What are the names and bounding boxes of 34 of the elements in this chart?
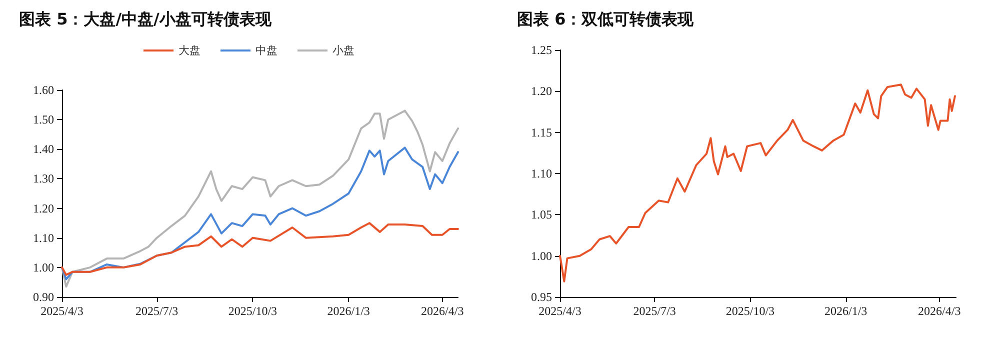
chart-title: 图表 5：大盘/中盘/小盘可转债表现 — [19, 10, 272, 28]
x-tick-label: 2025/7/3 — [135, 304, 178, 318]
y-tick-label: 1.00 — [33, 260, 54, 274]
x-tick-label: 2025/7/3 — [633, 304, 676, 318]
x-tick-label: 2025/10/3 — [228, 304, 278, 318]
x-tick-label: 2026/4/3 — [918, 304, 961, 318]
y-tick-label: 1.25 — [531, 43, 552, 57]
y-tick-label: 1.30 — [33, 172, 54, 186]
chart-title: 图表 6：双低可转债表现 — [517, 10, 695, 28]
x-tick-label: 2025/10/3 — [726, 304, 775, 318]
legend-label: 大盘 — [178, 44, 200, 57]
line-series — [61, 110, 459, 288]
y-tick-label: 1.00 — [531, 248, 552, 263]
y-tick-label: 1.10 — [33, 230, 54, 245]
y-tick-label: 1.20 — [33, 201, 54, 216]
x-tick-label: 2025/4/3 — [538, 304, 582, 318]
y-tick-label: 1.50 — [33, 112, 54, 127]
x-tick-label: 2026/4/3 — [421, 304, 464, 318]
y-tick-label: 0.95 — [531, 290, 552, 304]
legend-label: 中盘 — [256, 44, 278, 57]
y-tick-label: 1.10 — [531, 166, 552, 180]
y-tick-label: 1.40 — [33, 142, 54, 156]
y-tick-label: 0.90 — [33, 290, 54, 304]
line-series — [61, 222, 459, 276]
y-tick-label: 1.15 — [531, 125, 552, 140]
y-tick-label: 1.60 — [33, 83, 54, 97]
y-tick-label: 1.20 — [531, 84, 552, 98]
legend-label: 小盘 — [332, 44, 354, 57]
x-tick-label: 2026/1/3 — [327, 304, 370, 318]
y-tick-label: 1.05 — [531, 208, 552, 222]
line-series — [61, 146, 459, 280]
line-series — [559, 84, 956, 282]
x-tick-label: 2025/4/3 — [40, 304, 84, 318]
x-tick-label: 2026/1/3 — [824, 304, 868, 318]
